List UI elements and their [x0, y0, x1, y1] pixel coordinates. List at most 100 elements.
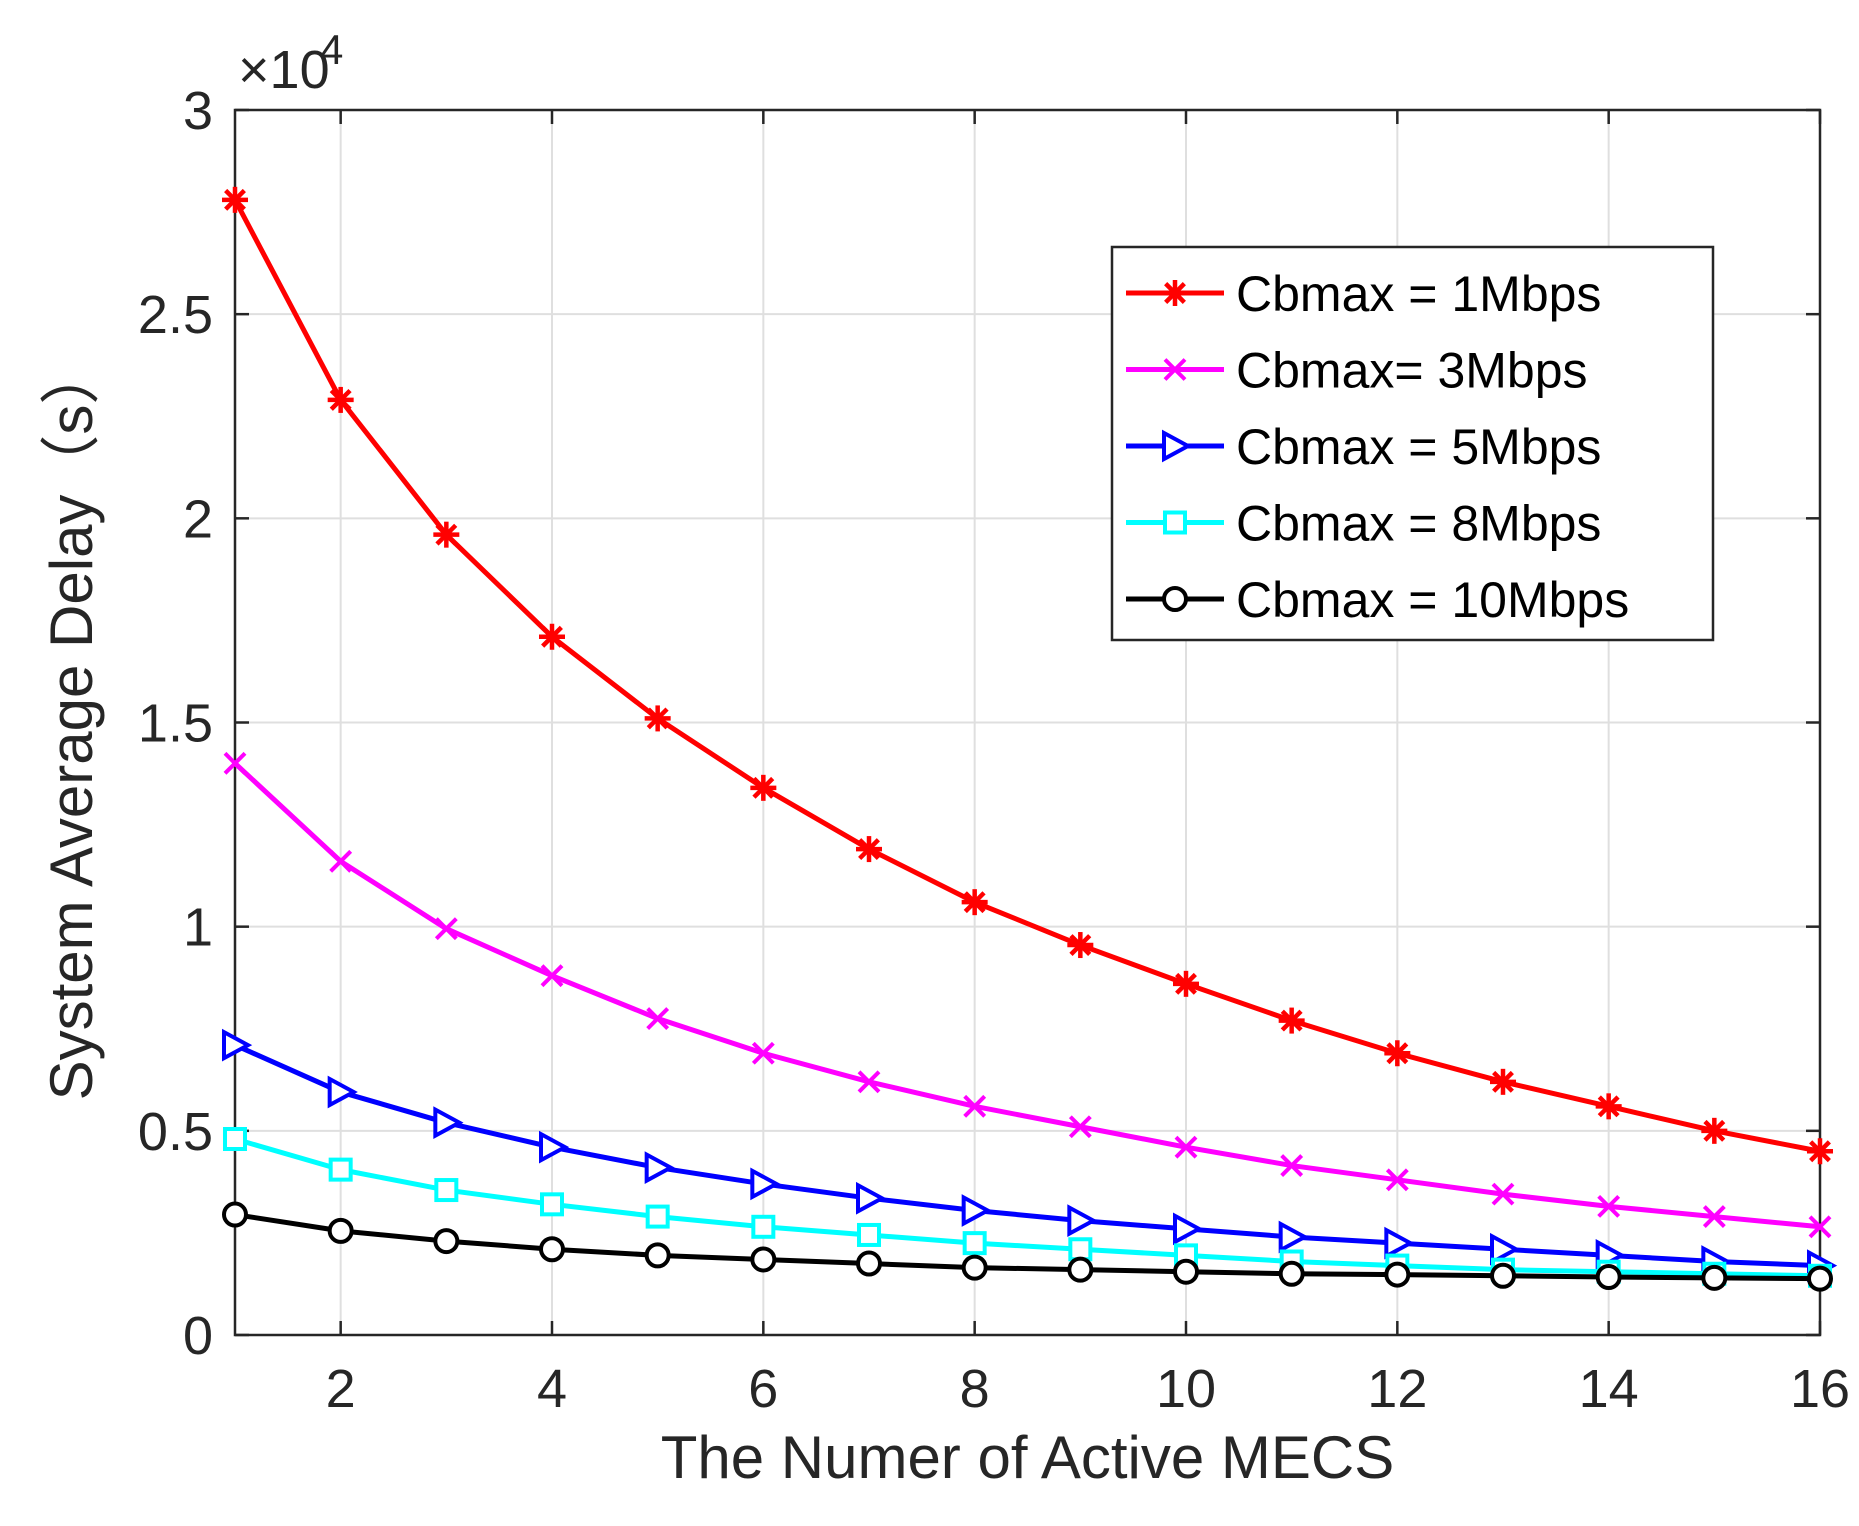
data-point [750, 1246, 777, 1273]
x-tick-label: 12 [1367, 1359, 1427, 1419]
data-point [433, 521, 460, 548]
data-point [1385, 1168, 1409, 1192]
y-tick-label: 0 [183, 1306, 213, 1366]
data-point [1067, 1204, 1098, 1238]
legend-entry: Cbmax = 5Mbps [1126, 419, 1601, 475]
y-axis-label: System Average Delay（s） [38, 345, 105, 1101]
data-point [1173, 970, 1199, 997]
legend-label: Cbmax = 5Mbps [1236, 419, 1601, 475]
data-point [327, 1075, 358, 1109]
x-tick-label: 2 [326, 1359, 356, 1419]
legend-label: Cbmax = 8Mbps [1236, 496, 1601, 552]
data-point [751, 1041, 775, 1065]
data-point [1490, 1232, 1521, 1266]
data-point [540, 964, 564, 988]
data-point [856, 1250, 882, 1277]
data-point [1807, 1138, 1833, 1165]
data-point [644, 1242, 671, 1269]
data-point [223, 1127, 247, 1151]
legend-label: Cbmax = 10Mbps [1236, 572, 1629, 628]
x-tick-label: 14 [1579, 1359, 1639, 1419]
legend-entry: Cbmax= 3Mbps [1126, 343, 1588, 399]
y-tick-label: 2.5 [138, 285, 213, 345]
data-point [222, 1201, 248, 1228]
data-point [539, 1236, 565, 1263]
legend-label: Cbmax= 3Mbps [1236, 343, 1588, 399]
x-axis-label: The Numer of Active MECS [661, 1424, 1395, 1491]
data-point [962, 1231, 987, 1256]
data-point [1384, 1226, 1415, 1260]
data-point [1068, 1115, 1092, 1139]
data-point [434, 917, 458, 941]
legend-marker [1162, 280, 1188, 306]
data-point [223, 751, 247, 775]
legend-entry: Cbmax = 1Mbps [1126, 266, 1601, 322]
y-tick-label: 2 [183, 489, 213, 549]
legend-marker [1162, 429, 1193, 463]
data-point [1067, 932, 1094, 959]
y-tick-label: 0.5 [138, 1102, 213, 1162]
data-point [1174, 1135, 1198, 1159]
data-point [1278, 1220, 1309, 1254]
data-point [222, 1028, 253, 1062]
axis-ticks: 2 4 6 8 10 12 14 16 0 0.5 1 1.5 2 2.5 3 [138, 81, 1850, 1419]
data-point [1597, 1194, 1621, 1218]
data-point [1701, 1117, 1728, 1144]
data-point [1278, 1260, 1305, 1287]
data-point [1068, 1237, 1093, 1262]
data-point [433, 1228, 460, 1255]
x-tick-label: 8 [960, 1359, 990, 1419]
series-5 [222, 1201, 1833, 1292]
y-tick-label: 1.5 [138, 694, 213, 754]
data-point [1384, 1040, 1411, 1067]
series-1 [222, 186, 1833, 1165]
data-point [644, 705, 671, 732]
data-point [1278, 1007, 1305, 1034]
x-tick-label: 10 [1156, 1359, 1216, 1419]
data-point [750, 1167, 781, 1201]
data-point [644, 1151, 675, 1184]
data-point [540, 1192, 564, 1217]
series-line [234, 1136, 1821, 1279]
legend-marker [1162, 586, 1188, 612]
y-axis-multiplier: ×10 4 [238, 26, 343, 100]
data-point [857, 1070, 881, 1094]
data-point [1173, 1258, 1199, 1285]
data-point [433, 1106, 464, 1140]
data-point [963, 1094, 987, 1118]
data-point [1701, 1264, 1728, 1291]
data-point [750, 774, 777, 801]
data-point [1490, 1262, 1516, 1289]
y-multiplier-exponent: 4 [320, 26, 343, 73]
data-point [856, 836, 882, 863]
data-point [328, 1157, 353, 1182]
data-point [646, 1007, 670, 1030]
data-point [539, 1130, 570, 1164]
data-point [645, 1204, 670, 1229]
data-point [856, 1181, 887, 1215]
data-point [222, 186, 248, 213]
data-point [1702, 1205, 1726, 1228]
legend-entry: Cbmax = 8Mbps [1126, 496, 1601, 552]
data-point [1595, 1093, 1622, 1120]
data-point [961, 1254, 988, 1281]
data-point [1807, 1265, 1833, 1292]
x-tick-label: 16 [1790, 1359, 1850, 1419]
data-point [961, 1194, 992, 1227]
series-line [234, 1212, 1821, 1282]
data-point [1491, 1182, 1515, 1206]
data-point [961, 889, 988, 916]
data-point [1384, 1261, 1411, 1288]
data-point [1173, 1212, 1204, 1246]
y-multiplier-base: ×10 [238, 40, 330, 100]
data-point [327, 386, 354, 413]
y-tick-label: 1 [183, 898, 213, 958]
data-point [327, 1217, 354, 1244]
series-2 [223, 751, 1832, 1239]
data-point [1490, 1068, 1516, 1095]
data-point [329, 849, 353, 873]
legend-marker [1163, 510, 1187, 535]
legend-label: Cbmax = 1Mbps [1236, 266, 1601, 322]
